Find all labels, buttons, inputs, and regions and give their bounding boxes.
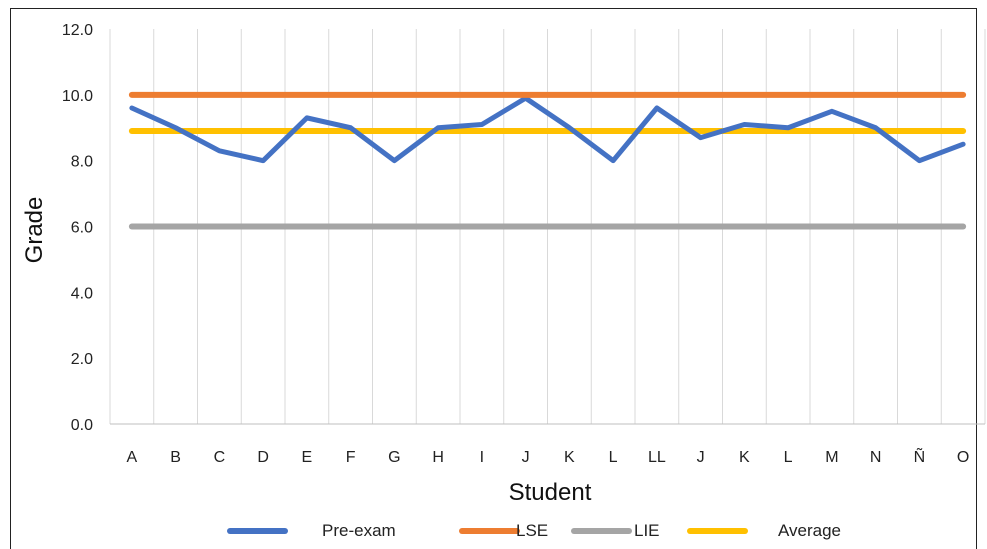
legend: Pre-exam LSE LIE Average [227,521,841,540]
y-tick-label: 4.0 [71,285,93,302]
x-tick-label: A [127,449,138,466]
x-tick-label: C [214,449,226,466]
x-tick-label: J [522,449,530,466]
legend-label: Average [778,521,841,540]
y-axis-title: Grade [21,197,48,264]
x-axis-title: Student [509,479,592,506]
y-tick-label: 8.0 [71,154,93,171]
x-tick-label: L [609,449,618,466]
x-tick-label: H [432,449,444,466]
x-tick-label: N [870,449,882,466]
x-tick-label: M [825,449,838,466]
chart-frame [10,8,977,549]
y-tick-label: 6.0 [71,220,93,237]
x-tick-label: F [346,449,356,466]
x-tick-label: K [739,449,750,466]
x-tick-label: L [784,449,793,466]
y-tick-label: 10.0 [62,88,93,105]
series-lines [128,91,967,230]
x-tick-label: I [480,449,484,466]
x-tick-label: Ñ [914,446,926,466]
x-axis-ticks: A B C D E F G H I J K L LL J K L M N Ñ O [127,446,970,466]
series-line-pre-exam [129,95,966,164]
x-tick-label: K [564,449,575,466]
y-tick-label: 0.0 [71,417,93,434]
x-tick-label: LL [648,449,666,466]
x-tick-label: O [957,449,969,466]
x-tick-label: E [302,449,313,466]
y-tick-label: 2.0 [71,351,93,368]
x-tick-label: D [257,449,269,466]
y-axis-ticks: 0.0 2.0 4.0 6.0 8.0 10.0 12.0 [62,22,93,434]
legend-label: LIE [634,521,660,540]
legend-label: LSE [516,521,548,540]
x-tick-label: G [388,449,400,466]
x-tick-label: B [170,449,181,466]
x-tick-label: J [697,449,705,466]
legend-label: Pre-exam [322,521,396,540]
y-tick-label: 12.0 [62,22,93,39]
